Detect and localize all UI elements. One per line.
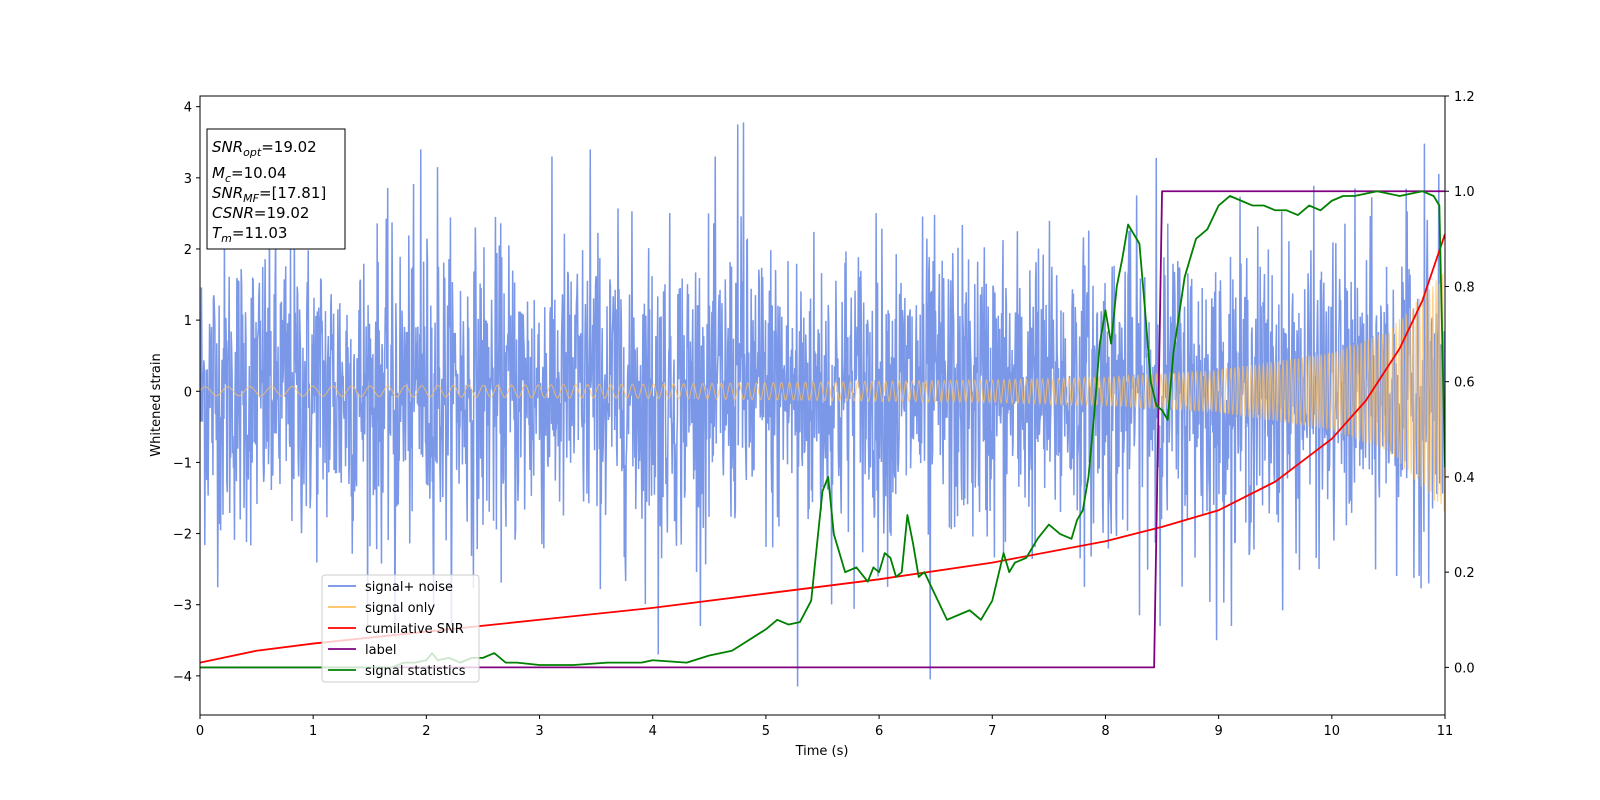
- series-signal-noise-line: [200, 122, 1445, 687]
- x-axis-label: Time (s): [795, 744, 849, 759]
- y2-tick-label: 0.8: [1454, 280, 1475, 295]
- y-axis-label: Whitened strain: [149, 353, 164, 456]
- y2-tick-label: 0.6: [1454, 376, 1475, 391]
- y-tick-label: 4: [184, 101, 192, 116]
- plot-frame: [199, 95, 1446, 716]
- x-tick-label: 3: [535, 724, 543, 739]
- info-box-line: SNRopt=19.02: [212, 138, 317, 159]
- axes-layer: 0 1 2 3 4 5 6 7 8 9 10 1143210−1−2−3−41.21.00.80.60…: [173, 90, 1475, 739]
- info-box-line: Tm=11.03: [212, 224, 287, 245]
- series-signal-only-line: [200, 273, 1445, 512]
- info-box-frame: [206, 128, 346, 250]
- y2-tick-label: 1.0: [1454, 185, 1475, 200]
- y2-tick-label: 0.0: [1454, 661, 1475, 676]
- series-label-line: [200, 190, 1445, 669]
- y2-tick-label: 1.2: [1454, 90, 1475, 105]
- y-tick-label: −4: [173, 670, 192, 685]
- x-tick-label: 11: [1437, 724, 1454, 739]
- legend-entry-label: signal only: [365, 601, 435, 616]
- info-box-line: Mc=10.04: [212, 164, 287, 185]
- y-tick-label: 2: [184, 243, 192, 258]
- legend-entry-label: cumilative SNR: [365, 622, 464, 637]
- info-box: SNRopt=19.02 Mc=10.04SNRMF=[17.81]CSNR=19…: [206, 128, 346, 250]
- y-tick-label: −2: [173, 528, 192, 543]
- series-signal-statistics-line: [200, 190, 1445, 669]
- x-tick-label: 6: [875, 724, 883, 739]
- info-box-line: SNRMF=[17.81]: [212, 184, 326, 205]
- x-tick-label: 4: [649, 724, 657, 739]
- legend: signal+ noise signal only cumilative SNR la…: [321, 574, 480, 683]
- y-tick-label: −3: [173, 599, 192, 614]
- y-tick-label: 1: [184, 314, 192, 329]
- x-tick-label: 8: [1101, 724, 1109, 739]
- y2-tick-label: 0.4: [1454, 471, 1475, 486]
- x-tick-label: 9: [1214, 724, 1222, 739]
- y-tick-label: 3: [184, 172, 192, 187]
- x-tick-label: 0: [196, 724, 204, 739]
- y-tick-label: −1: [173, 456, 192, 471]
- x-tick-label: 10: [1324, 724, 1341, 739]
- x-tick-label: 5: [762, 724, 770, 739]
- y-tick-label: 0: [184, 385, 192, 400]
- legend-entry-label: label: [365, 643, 396, 658]
- legend-entry-label: signal+ noise: [365, 580, 453, 595]
- legend-entry-label: signal statistics: [365, 664, 466, 679]
- x-tick-label: 2: [422, 724, 430, 739]
- x-tick-label: 1: [309, 724, 317, 739]
- x-tick-label: 7: [988, 724, 996, 739]
- legend-frame: [321, 574, 480, 683]
- info-box-line: CSNR=19.02: [212, 204, 309, 222]
- y2-tick-label: 0.2: [1454, 566, 1475, 581]
